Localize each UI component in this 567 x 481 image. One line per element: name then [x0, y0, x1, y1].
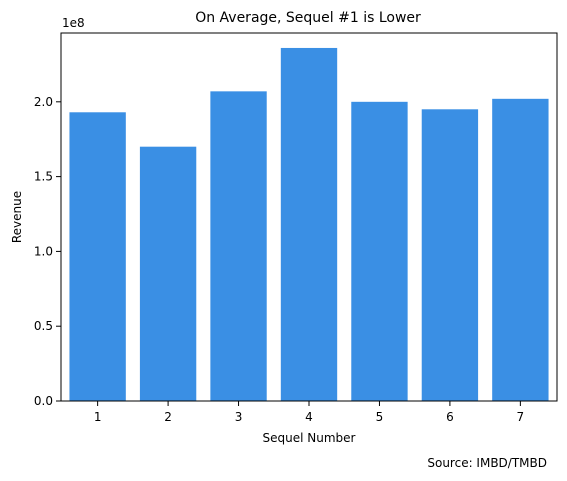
- y-tick-label-4: 2.0: [34, 95, 53, 109]
- bar-6: [421, 109, 479, 401]
- bar-3: [210, 91, 267, 401]
- chart-title: On Average, Sequel #1 is Lower: [195, 10, 421, 26]
- x-axis-label: Sequel Number: [263, 431, 356, 445]
- y-axis-label: Revenue: [10, 191, 24, 243]
- bar-2: [139, 146, 197, 401]
- plot-frame: [60, 32, 558, 402]
- y-tick-label-0: 0.0: [34, 394, 53, 408]
- bar-7: [492, 98, 549, 401]
- bar-5: [351, 101, 408, 401]
- x-tick-label-4: 4: [305, 410, 313, 424]
- x-tick-label-6: 6: [446, 410, 454, 424]
- x-tick-label-7: 7: [517, 410, 525, 424]
- y-tick-label-1: 0.5: [34, 319, 53, 333]
- source-note: Source: IMBD/TMBD: [427, 456, 547, 470]
- x-axis: 1 2 3 4 5 6 7: [94, 401, 524, 424]
- x-tick-label-5: 5: [376, 410, 384, 424]
- bars-layer: [69, 47, 549, 402]
- x-tick-label-3: 3: [235, 410, 243, 424]
- y-axis: 0.0 0.5 1.0 1.5 2.0: [34, 95, 61, 408]
- y-axis-scale-label: 1e8: [62, 16, 85, 30]
- bar-1: [69, 112, 126, 402]
- x-tick-label-2: 2: [164, 410, 172, 424]
- bar-4: [280, 47, 338, 401]
- y-tick-label-2: 1.0: [34, 244, 53, 258]
- y-tick-label-3: 1.5: [34, 170, 53, 184]
- x-tick-label-1: 1: [94, 410, 102, 424]
